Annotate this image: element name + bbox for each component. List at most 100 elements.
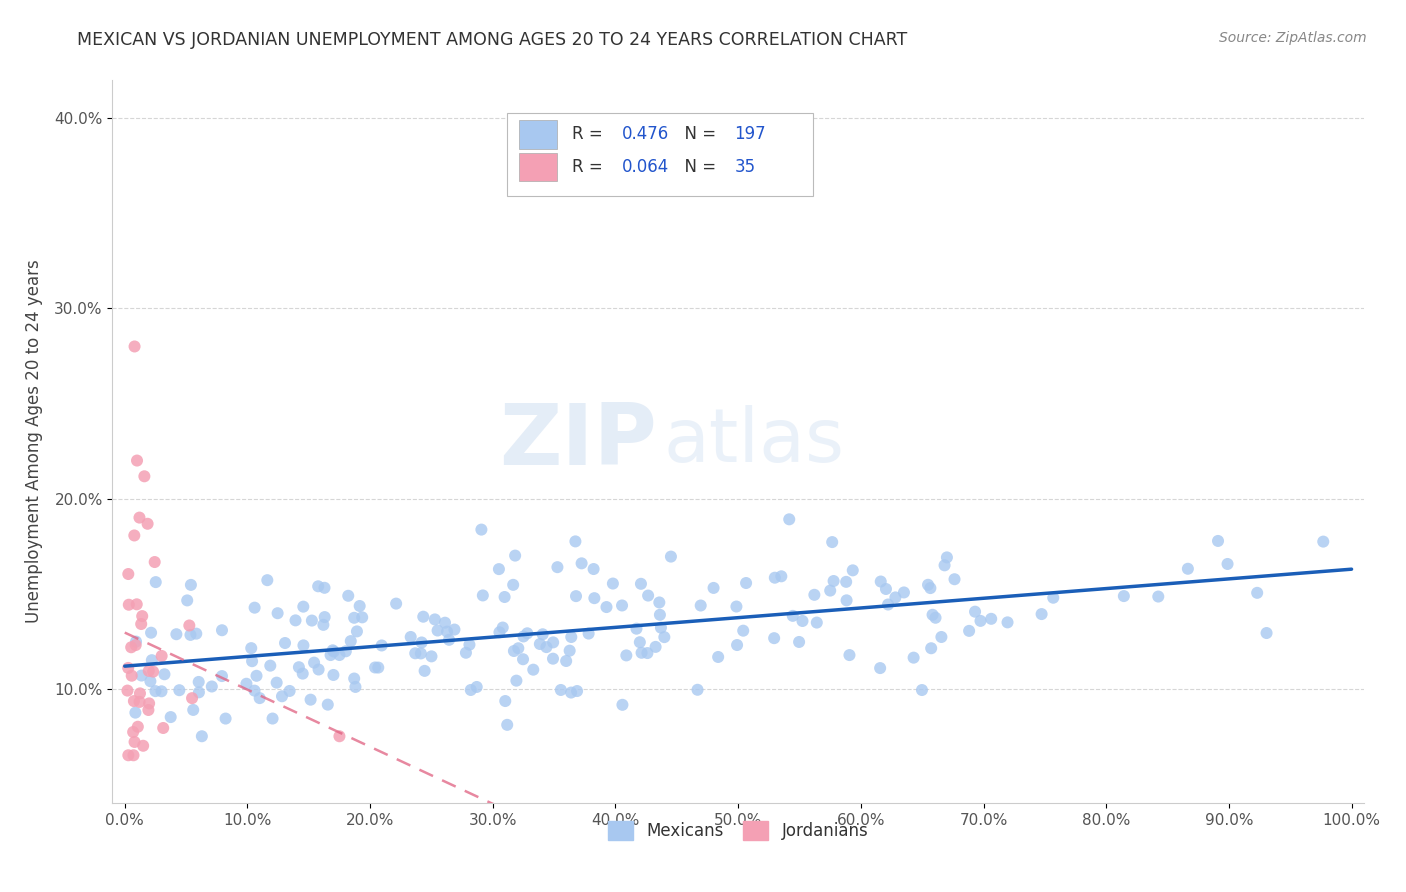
Point [437,632,460,647]
Point [1216,557,1239,571]
Point [458,638,481,652]
Point [423,612,446,626]
Point [240,641,263,656]
Point [138,697,160,711]
Point [322,668,344,682]
Point [278,684,301,698]
Point [488,562,510,576]
Point [211,669,233,683]
Point [337,589,360,603]
Point [560,630,582,644]
Point [560,685,582,699]
Point [969,614,991,628]
Point [652,630,675,644]
Text: 0.064: 0.064 [621,158,669,176]
Point [124,706,146,720]
Point [1246,586,1268,600]
Point [124,528,146,542]
Point [571,557,593,571]
Point [550,683,572,698]
Point [460,683,482,698]
Point [179,618,201,632]
Point [117,748,139,763]
Point [125,634,148,648]
Point [502,578,524,592]
Point [787,635,810,649]
Point [274,636,297,650]
Point [1256,626,1278,640]
Point [471,589,494,603]
Point [328,729,350,743]
Point [302,656,325,670]
Point [763,631,786,645]
Point [893,585,915,599]
Point [503,644,526,658]
Point [686,682,709,697]
Point [792,614,814,628]
Point [612,698,634,712]
Point [120,640,142,655]
Point [187,685,209,699]
Point [138,664,160,678]
Point [159,710,181,724]
Point [364,660,387,674]
Point [292,599,315,614]
Point [343,611,366,625]
Point [343,672,366,686]
Text: ZIP: ZIP [499,400,657,483]
Text: R =: R = [572,126,607,144]
Point [411,635,433,649]
Point [124,735,146,749]
Point [181,703,204,717]
Point [153,667,176,681]
Point [409,647,432,661]
Text: atlas: atlas [664,405,844,478]
Point [138,703,160,717]
Point [648,595,671,609]
Point [145,575,167,590]
FancyBboxPatch shape [519,153,557,181]
Point [256,573,278,587]
Point [636,646,658,660]
Point [842,563,865,577]
Point [322,643,344,657]
Point [725,599,748,614]
Point [319,648,342,662]
Point [1177,562,1199,576]
Point [610,599,633,613]
Point [136,516,159,531]
Text: 0.476: 0.476 [621,126,669,144]
Point [141,653,163,667]
Point [644,640,666,654]
Text: MEXICAN VS JORDANIAN UNEMPLOYMENT AMONG AGES 20 TO 24 YEARS CORRELATION CHART: MEXICAN VS JORDANIAN UNEMPLOYMENT AMONG … [77,31,908,49]
Point [488,625,510,640]
Point [187,675,209,690]
Point [128,695,150,709]
Point [921,607,943,622]
Point [582,562,605,576]
Point [301,614,323,628]
Text: N =: N = [675,126,721,144]
Point [505,673,527,688]
Point [201,680,224,694]
Point [903,650,925,665]
Point [117,567,139,582]
Point [884,591,907,605]
Point [529,637,551,651]
Point [957,624,980,638]
Point [578,626,600,640]
Point [1312,534,1334,549]
Point [630,646,652,660]
Point [314,581,336,595]
Point [271,690,294,704]
Point [782,608,804,623]
Point [980,612,1002,626]
Point [626,622,648,636]
Point [689,599,711,613]
Point [877,598,900,612]
Point [733,624,755,638]
Point [555,654,578,668]
Point [180,578,202,592]
Text: N =: N = [675,158,721,176]
Point [454,646,477,660]
